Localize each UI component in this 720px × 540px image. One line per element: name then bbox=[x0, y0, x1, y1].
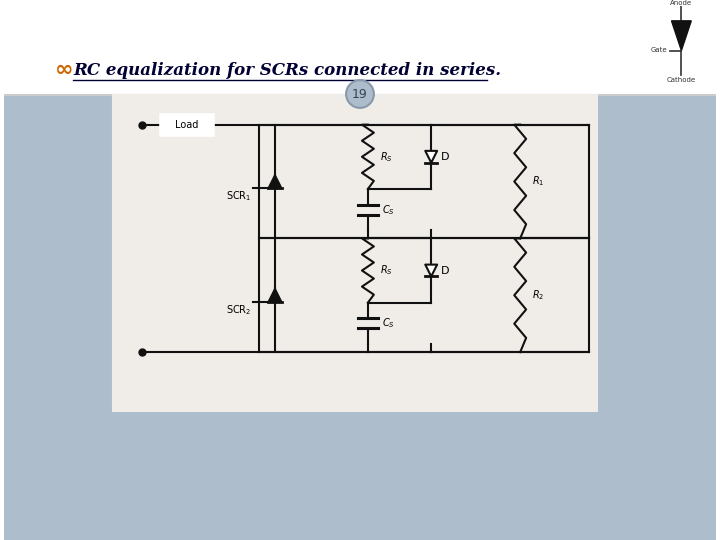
Text: Gate: Gate bbox=[651, 48, 667, 53]
Text: Load: Load bbox=[175, 120, 199, 130]
Text: $R_1$: $R_1$ bbox=[532, 174, 544, 188]
Text: $R_S$: $R_S$ bbox=[379, 264, 392, 278]
Text: $C_S$: $C_S$ bbox=[382, 316, 395, 330]
Polygon shape bbox=[268, 174, 282, 188]
Polygon shape bbox=[268, 288, 282, 302]
Text: Anode: Anode bbox=[670, 0, 693, 6]
Text: $C_S$: $C_S$ bbox=[382, 203, 395, 217]
Bar bbox=[4, 95, 716, 540]
Bar bbox=[4, 6, 716, 95]
Bar bbox=[113, 95, 598, 411]
Text: Cathode: Cathode bbox=[667, 77, 696, 83]
Text: $R_S$: $R_S$ bbox=[379, 150, 392, 164]
Text: 19: 19 bbox=[352, 87, 368, 100]
Text: RC equalization for SCRs connected in series.: RC equalization for SCRs connected in se… bbox=[73, 62, 501, 79]
Polygon shape bbox=[426, 265, 437, 276]
Text: ∞: ∞ bbox=[55, 60, 74, 80]
Text: D: D bbox=[441, 152, 449, 162]
Polygon shape bbox=[426, 151, 437, 163]
Polygon shape bbox=[672, 21, 691, 51]
Text: SCR$_2$: SCR$_2$ bbox=[226, 303, 251, 317]
Text: $R_2$: $R_2$ bbox=[532, 288, 544, 302]
Text: D: D bbox=[441, 266, 449, 275]
Circle shape bbox=[346, 80, 374, 108]
Text: SCR$_1$: SCR$_1$ bbox=[226, 190, 251, 203]
Bar bbox=[161, 114, 214, 136]
